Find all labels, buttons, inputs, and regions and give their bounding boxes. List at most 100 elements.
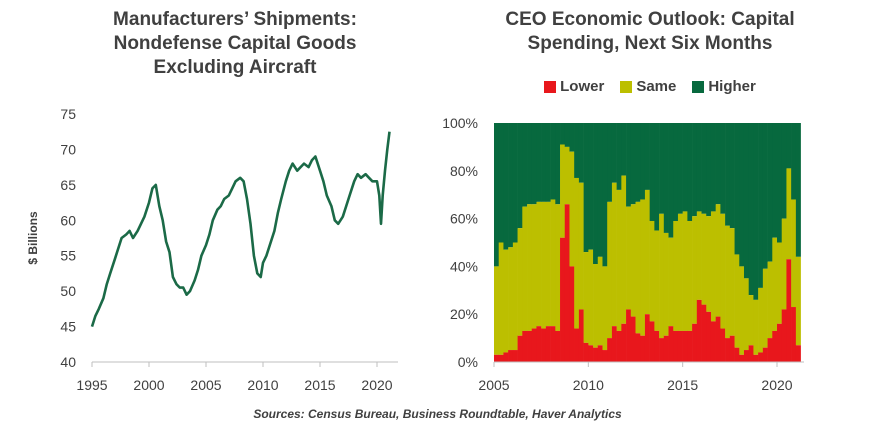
bar-lower [753,354,759,362]
bar-same [503,249,509,353]
left-x-tick-label: 2020 [361,377,392,393]
bar-higher [772,123,778,238]
bar-lower [687,330,693,362]
bar-lower [503,352,509,362]
bar-same [725,225,731,339]
bar-higher [663,123,669,233]
bar-same [795,256,801,346]
bar-higher [758,123,764,288]
bar-lower [564,204,570,362]
bar-higher [541,123,547,202]
bar-higher [644,123,650,190]
bar-lower [616,330,622,362]
bar-same [786,168,792,260]
bar-same [739,266,745,355]
bar-higher [682,123,688,212]
right-y-tick-label: 100% [442,115,478,131]
bar-higher [777,123,783,243]
bar-same [696,211,702,300]
right-x-tick-label: 2010 [573,377,604,393]
bar-same [607,201,613,339]
bar-higher [626,123,632,207]
left-x-tick-label: 1995 [76,377,107,393]
bar-same [701,213,707,305]
right-x-tick-label: 2005 [478,377,509,393]
bar-lower [630,316,636,362]
right-y-tick-label: 0% [458,354,478,370]
bar-same [527,204,533,331]
bar-higher [673,123,679,221]
left-x-tick-label: 2010 [247,377,278,393]
legend-swatch-same [620,80,633,93]
legend-item-higher: Higher [692,78,756,95]
left-y-tick-label: 70 [60,141,76,157]
bar-higher [545,123,551,202]
bar-higher [574,123,580,178]
bar-same [758,287,764,353]
left-chart-title: Manufacturers’ Shipments: Nondefense Cap… [113,9,357,78]
bar-higher [725,123,731,226]
right-chart-title: CEO Economic Outlook: Capital Spending, … [505,9,795,54]
bar-same [545,201,551,327]
bar-same [569,151,575,267]
bar-higher [743,123,749,279]
bar-same [640,199,646,336]
bar-same [494,266,500,355]
bar-higher [654,123,660,231]
bar-higher [668,123,674,238]
left-y-tick-label: 65 [60,177,76,193]
bar-higher [687,123,693,221]
bar-higher [677,123,683,214]
bar-lower [574,328,580,362]
bar-higher [767,123,773,262]
bar-lower [555,330,561,362]
right-y-tick-label: 20% [450,306,478,322]
bar-lower [602,350,608,362]
legend-label-same: Same [636,78,677,95]
bar-higher [720,123,726,214]
bar-same [734,254,740,348]
bar-same [593,264,599,348]
bar-lower [626,309,632,362]
bar-lower [701,304,707,362]
bar-lower [729,335,735,362]
bar-higher [791,123,797,200]
bar-lower [706,311,712,362]
bar-higher [578,123,584,183]
bar-same [498,242,504,355]
bar-lower [508,350,514,362]
bar-lower [635,333,641,362]
bar-lower [611,326,617,362]
bar-higher [795,123,801,257]
bar-same [673,220,679,331]
bar-same [692,216,698,324]
bar-higher [616,123,622,190]
bar-lower [772,330,778,362]
bar-higher [607,123,613,202]
bar-higher [692,123,698,217]
bar-higher [503,123,509,250]
bar-same [687,220,693,331]
bar-higher [659,123,665,214]
bar-lower [786,259,792,362]
bar-same [777,242,783,324]
bar-higher [762,123,768,269]
left-y-tick-label: 75 [60,106,76,122]
bar-lower [762,347,768,362]
bar-lower [517,335,523,362]
bar-higher [710,123,716,212]
bar-lower [692,323,698,362]
bar-higher [734,123,740,255]
bar-lower [494,354,500,362]
bar-higher [564,123,570,147]
legend-label-higher: Higher [708,78,756,95]
bar-same [621,175,627,324]
bar-lower [758,352,764,362]
bar-same [564,146,570,205]
bar-lower [781,309,787,362]
legend-item-same: Same [620,78,676,95]
right-chart-bars [494,123,801,362]
bar-lower [531,328,537,362]
bar-higher [583,123,589,253]
bar-same [729,228,735,336]
